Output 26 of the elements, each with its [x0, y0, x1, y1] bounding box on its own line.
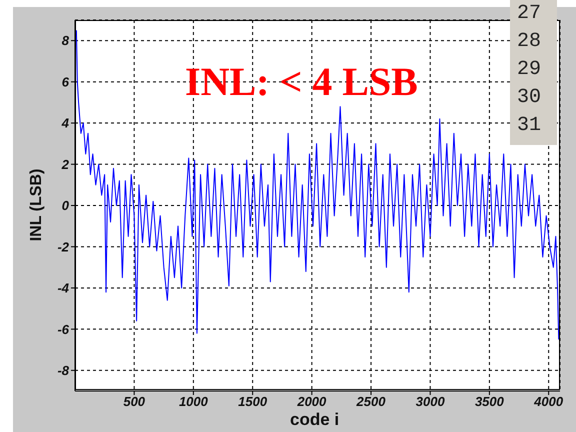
- x-tick-label: 4000: [533, 394, 564, 410]
- x-tick-label: 3500: [474, 394, 505, 410]
- y-tick-label: 8: [62, 33, 70, 48]
- x-tick-label: 500: [123, 394, 146, 410]
- y-tick-label: 6: [62, 74, 70, 90]
- x-tick-label: 1500: [238, 394, 268, 410]
- annotation: 27: [517, 1, 542, 27]
- x-axis-title: code i: [290, 410, 340, 430]
- y-tick-label: 0: [62, 198, 70, 214]
- x-tick-label: 2000: [296, 394, 328, 410]
- line-series: [76, 30, 560, 340]
- x-tick-label: 2500: [356, 394, 386, 410]
- y-tick-label: 2: [60, 156, 70, 172]
- annotation: 31: [517, 113, 542, 139]
- annotation: 28: [517, 29, 542, 55]
- y-tick-label: -8: [57, 363, 70, 378]
- y-tick-label: -4: [57, 280, 70, 296]
- y-tick-label: -2: [57, 239, 70, 254]
- y-tick-label: -6: [57, 322, 70, 337]
- annotation: 29: [517, 57, 542, 83]
- annotation: 30: [517, 85, 542, 111]
- x-tick-label: 3000: [416, 394, 446, 410]
- x-tick-label: 1000: [178, 394, 209, 410]
- annotation: INL: < 4 LSB: [185, 58, 418, 105]
- y-tick-label: 4: [60, 116, 70, 131]
- y-axis-title: INL (LSB): [28, 168, 46, 242]
